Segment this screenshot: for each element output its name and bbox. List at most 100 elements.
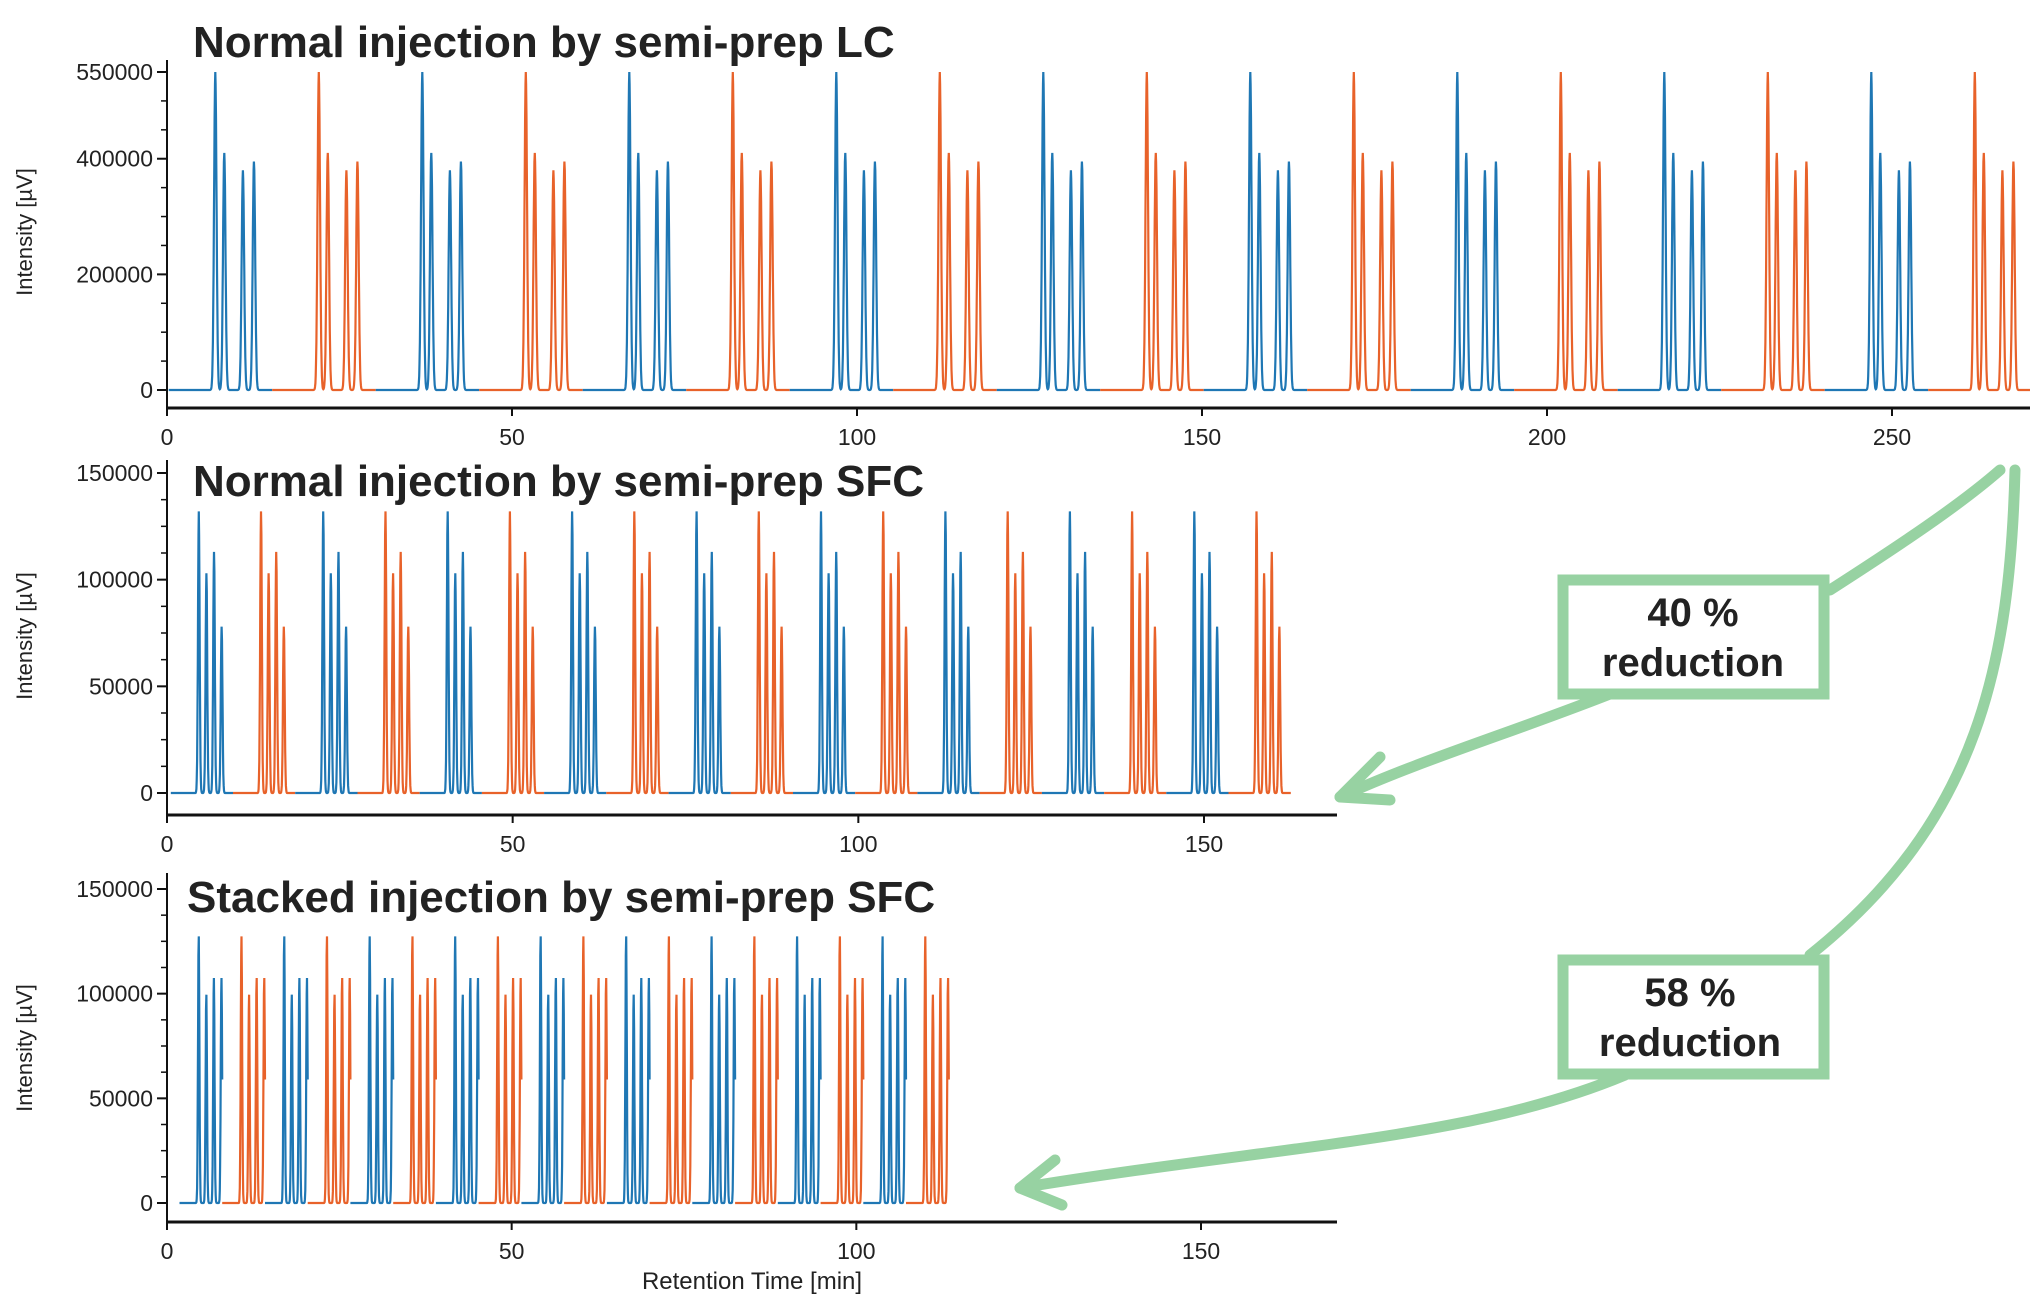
panel-sfc-stacked-x-tick-label: 50 xyxy=(499,1238,525,1264)
panel-sfc-stacked-injection-trace xyxy=(393,936,437,1205)
panel-sfc-normal: 0 50000 100000 150000 0 50 100 150 Normal injec… xyxy=(12,457,1337,857)
panel-sfc-stacked-traces xyxy=(179,936,950,1205)
panel-lc-injection-trace xyxy=(1100,71,1204,392)
panel-sfc-stacked-injection-trace xyxy=(777,936,822,1205)
panel-sfc-stacked-injection-trace xyxy=(692,936,737,1205)
panel-lc-injection-trace xyxy=(582,71,687,392)
panel-lc-injection-trace xyxy=(789,71,894,392)
panel-sfc-stacked-injection-trace xyxy=(350,936,395,1205)
panel-sfc-normal-y-tick-label: 100000 xyxy=(76,567,153,593)
panel-sfc-stacked-y-axis-label: Intensity [µV] xyxy=(12,984,37,1112)
callout-58-line1: 58 % xyxy=(1644,971,1735,1015)
panel-lc-injection-trace xyxy=(272,71,376,392)
panel-sfc-normal-injection-trace xyxy=(233,511,296,795)
arrow-40-head xyxy=(1334,751,1396,806)
panel-sfc-normal-x-tick-label: 150 xyxy=(1185,831,1223,857)
panel-sfc-stacked-injection-trace xyxy=(521,936,566,1205)
panel-sfc-normal-y-tick-label: 0 xyxy=(140,780,153,806)
panel-sfc-normal-injection-trace xyxy=(481,511,545,795)
callout-arrows xyxy=(1014,464,2021,1211)
panel-sfc-normal-injection-trace xyxy=(979,511,1042,795)
panel-lc-x-tick-label: 250 xyxy=(1873,424,1911,450)
panel-sfc-normal-ticks: 0 50000 100000 150000 0 50 100 150 xyxy=(76,460,1223,857)
panel-lc-injection-trace xyxy=(1410,71,1515,392)
panel-sfc-normal-injection-trace xyxy=(855,511,918,795)
panel-sfc-normal-injection-trace xyxy=(793,511,856,795)
panel-sfc-stacked-x-tick-label: 150 xyxy=(1182,1238,1220,1264)
panel-lc-injection-trace xyxy=(1617,71,1722,392)
panel-sfc-normal-injection-trace xyxy=(730,511,793,795)
panel-sfc-stacked-injection-trace xyxy=(307,936,352,1205)
panel-lc-injection-trace xyxy=(1824,71,1929,392)
panel-lc-injection-trace xyxy=(479,71,583,392)
panel-sfc-normal-x-tick-label: 100 xyxy=(839,831,877,857)
callout-58: 58 % reduction xyxy=(1557,954,1830,1080)
panel-sfc-stacked-injection-trace xyxy=(820,936,865,1205)
panel-lc-axes xyxy=(166,60,2030,410)
x-axis-label: Retention Time [min] xyxy=(642,1268,862,1295)
panel-sfc-normal-y-axis-label: Intensity [µV] xyxy=(12,572,37,700)
arrow-58-lower xyxy=(1014,1069,1631,1194)
panel-sfc-stacked-y-tick-label: 50000 xyxy=(89,1085,153,1111)
panel-sfc-stacked-injection-trace xyxy=(863,936,908,1205)
callout-40-box xyxy=(1557,574,1830,700)
panel-lc-injection-trace xyxy=(686,71,790,392)
panel-lc-injection-trace xyxy=(1203,71,1308,392)
panel-sfc-stacked-x-tick-label: 100 xyxy=(837,1238,875,1264)
arrow-58-head xyxy=(1014,1154,1068,1211)
panel-sfc-normal-injection-trace xyxy=(1166,511,1229,795)
panel-sfc-stacked-injection-trace xyxy=(564,936,608,1205)
panel-sfc-normal-injection-trace xyxy=(419,511,482,795)
panel-lc-x-tick-label: 150 xyxy=(1183,424,1221,450)
panel-sfc-normal-y-tick-label: 150000 xyxy=(76,460,153,486)
panel-sfc-normal-traces xyxy=(170,511,1291,795)
panel-lc-injection-trace xyxy=(1928,71,2030,392)
panel-lc-y-tick-label: 550000 xyxy=(76,59,153,85)
panel-lc-x-tick-label: 200 xyxy=(1528,424,1566,450)
panel-lc-x-tick-label: 50 xyxy=(499,424,525,450)
panel-lc-y-tick-label: 0 xyxy=(140,377,153,403)
panel-lc-injection-trace xyxy=(375,71,480,392)
panel-sfc-stacked-x-tick-label: 0 xyxy=(161,1238,174,1264)
panel-sfc-normal-x-tick-label: 50 xyxy=(500,831,526,857)
panel-sfc-normal-injection-trace xyxy=(668,511,731,795)
panel-lc-ticks: 0 200000 400000 550000 0 50 100 150 200 250 xyxy=(76,59,1911,450)
panel-lc-x-tick-label: 100 xyxy=(838,424,876,450)
panel-sfc-stacked-y-tick-label: 0 xyxy=(140,1190,153,1216)
panel-sfc-stacked-injection-trace xyxy=(435,936,480,1205)
panel-lc-injection-trace xyxy=(1721,71,1825,392)
panel-sfc-normal-x-tick-label: 0 xyxy=(161,831,174,857)
panel-sfc-stacked-y-tick-label: 100000 xyxy=(76,981,153,1007)
arrow-40-lower xyxy=(1334,684,1626,803)
panel-lc-injection-trace xyxy=(1514,71,1618,392)
panel-sfc-normal-injection-trace xyxy=(544,511,607,795)
panel-sfc-normal-injection-trace xyxy=(1228,511,1291,795)
panel-sfc-stacked-injection-trace xyxy=(265,936,309,1205)
arrow-40-upper xyxy=(1824,464,2006,596)
arrow-58-upper xyxy=(1804,464,2021,961)
panel-sfc-normal-injection-trace xyxy=(170,511,233,795)
panel-sfc-normal-y-tick-label: 50000 xyxy=(89,673,153,699)
panel-sfc-normal-title: Normal injection by semi-prep SFC xyxy=(193,457,924,506)
callout-40: 40 % reduction xyxy=(1557,574,1830,700)
panel-lc-y-tick-label: 400000 xyxy=(76,146,153,172)
panel-sfc-stacked-injection-trace xyxy=(222,936,267,1205)
panel-sfc-normal-injection-trace xyxy=(1104,511,1167,795)
panel-lc-injection-trace xyxy=(1307,71,1411,392)
panel-sfc-normal-injection-trace xyxy=(917,511,980,795)
panel-lc-injection-trace xyxy=(893,71,997,392)
panel-sfc-stacked-injection-trace xyxy=(478,936,523,1205)
panel-sfc-stacked-injection-trace xyxy=(179,936,224,1205)
panel-sfc-normal-axes xyxy=(166,460,1337,817)
panel-lc-injection-trace xyxy=(168,71,273,392)
panel-lc-x-tick-label: 0 xyxy=(161,424,174,450)
panel-sfc-stacked: 0 50000 100000 150000 0 50 100 150 Stacked inje… xyxy=(12,873,1337,1295)
panel-sfc-normal-injection-trace xyxy=(295,511,358,795)
callout-40-line2: reduction xyxy=(1602,641,1784,685)
callout-58-box xyxy=(1557,954,1830,1080)
panel-lc-y-tick-label: 200000 xyxy=(76,261,153,287)
panel-lc-y-axis-label: Intensity [µV] xyxy=(12,168,37,296)
callout-40-line1: 40 % xyxy=(1647,591,1738,635)
panel-lc: 0 200000 400000 550000 0 50 100 150 200 250 Norma… xyxy=(12,18,2030,450)
